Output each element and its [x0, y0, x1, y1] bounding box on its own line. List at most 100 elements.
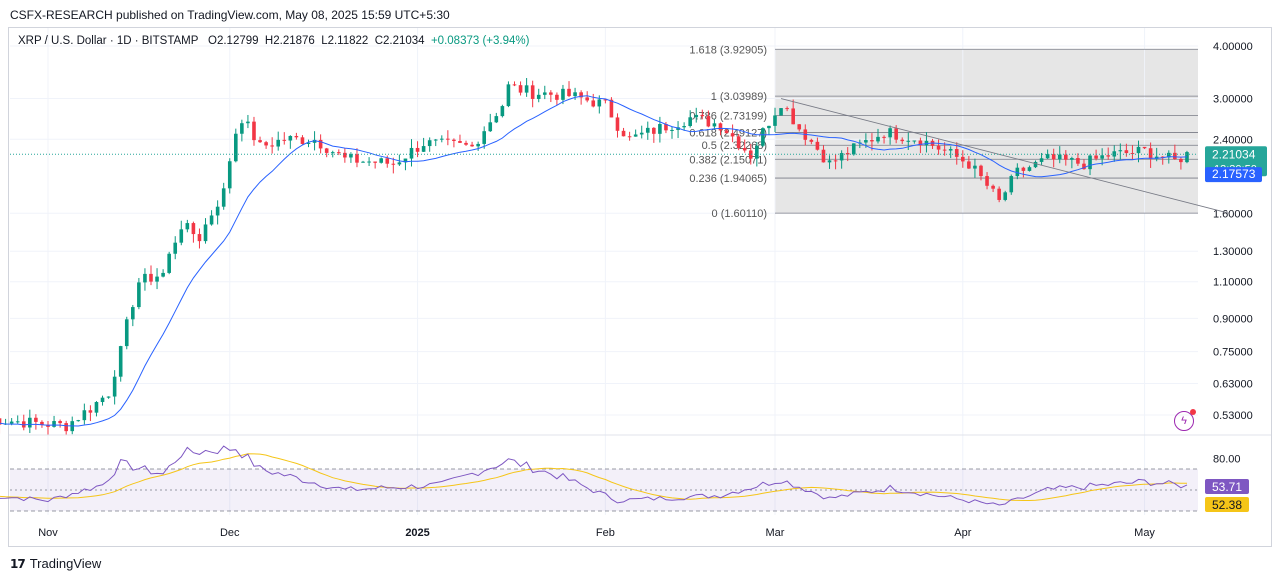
x-tick-label: 2025: [405, 527, 429, 539]
candle-body: [706, 116, 711, 127]
candle-body: [1015, 167, 1020, 177]
y-tick-label: 1.10000: [1213, 277, 1253, 289]
candle-body: [1136, 146, 1141, 154]
candle-body: [621, 130, 626, 137]
candle-body: [682, 126, 686, 128]
candle-body: [912, 140, 917, 142]
candle-body: [664, 124, 668, 131]
fib-label: 0.786 (2.73199): [689, 111, 767, 123]
candle-body: [742, 147, 747, 151]
candle-body: [1082, 163, 1086, 170]
candle-body: [397, 162, 402, 165]
candle-body: [246, 121, 250, 124]
candle-body: [718, 123, 723, 131]
candle-body: [694, 114, 699, 118]
candle-body: [864, 140, 868, 143]
candle-body: [312, 139, 317, 143]
y-tick-label: 0.75000: [1213, 347, 1253, 359]
candle-body: [46, 424, 50, 427]
candle-body: [603, 99, 608, 101]
legend-high: H2.21876: [264, 35, 315, 47]
candle-body: [785, 108, 789, 110]
candle-body: [524, 85, 529, 93]
candle-body: [421, 146, 426, 152]
candle-body: [961, 156, 965, 162]
candle-body: [767, 125, 771, 129]
legend-low: L2.11822: [321, 35, 369, 47]
candle-body: [161, 272, 165, 277]
candle-body: [997, 188, 1001, 200]
candle-body: [530, 85, 535, 99]
fib-zone: [775, 49, 1198, 214]
candle-body: [1033, 161, 1038, 168]
candle-body: [0, 418, 2, 425]
candle-body: [137, 282, 141, 308]
symbol-legend: XRP / U.S. Dollar · 1D · BITSTAMP O2.127…: [18, 35, 529, 47]
candle-body: [639, 132, 644, 135]
candle-body: [518, 85, 523, 93]
candle-body: [597, 99, 602, 107]
candle-body: [851, 143, 856, 155]
legend-change: +0.08373 (+3.94%): [430, 35, 530, 47]
candle-body: [645, 127, 650, 133]
x-tick-label: Mar: [766, 527, 785, 539]
fib-label: 0.382 (2.15071): [689, 154, 767, 166]
candle-body: [343, 152, 347, 158]
candle-body: [240, 123, 244, 134]
candle-body: [227, 161, 232, 189]
candle-body: [676, 127, 680, 130]
candle-body: [730, 133, 735, 137]
candle-body: [979, 165, 983, 177]
fib-label: 1.618 (3.92905): [689, 44, 767, 56]
candle-body: [349, 154, 353, 158]
candle-body: [797, 124, 802, 130]
candle-body: [748, 150, 753, 159]
fib-label: 0.618 (2.49127): [689, 127, 767, 139]
candle-body: [385, 158, 390, 164]
publisher-note: CSFX-RESEARCH published on TradingView.c…: [10, 8, 450, 22]
symbol-title: XRP / U.S. Dollar · 1D · BITSTAMP: [18, 35, 199, 47]
chart-frame: [8, 27, 1272, 547]
rsi-band: [10, 469, 1198, 511]
candle-body: [942, 149, 947, 151]
candle-body: [300, 137, 305, 144]
candle-body: [215, 206, 220, 216]
candle-body: [1148, 148, 1153, 159]
candle-body: [100, 397, 105, 403]
candle-body: [633, 134, 638, 137]
candle-body: [155, 276, 159, 282]
candle-body: [15, 421, 20, 423]
candle-body: [318, 139, 323, 149]
candle-body: [276, 139, 281, 147]
footer-brand[interactable]: 17 TradingView: [10, 556, 101, 571]
candle-body: [203, 224, 208, 242]
candle-body: [906, 140, 911, 142]
candle-body: [839, 153, 844, 161]
candle-body: [76, 420, 81, 422]
candle-body: [452, 139, 456, 141]
rsi-line: [0, 445, 1188, 506]
candle-body: [948, 148, 953, 151]
lightning-icon[interactable]: ϟ: [1174, 409, 1196, 431]
candle-body: [1130, 153, 1135, 155]
candle-body: [64, 423, 68, 432]
candle-body: [488, 122, 493, 132]
candle-body: [106, 396, 111, 398]
legend-close: C2.21034: [374, 35, 425, 47]
candle-body: [724, 130, 729, 134]
candle-body: [1094, 155, 1098, 159]
y-tick-label: 0.63000: [1213, 378, 1253, 390]
candle-body: [415, 147, 420, 152]
candle-body: [167, 253, 171, 273]
candle-body: [330, 152, 335, 154]
candle-body: [1039, 158, 1044, 162]
x-tick-label: Apr: [954, 527, 971, 539]
candle-body: [252, 121, 256, 141]
candle-body: [609, 99, 614, 118]
candle-body: [627, 136, 632, 138]
rsi-value-label: 53.71: [1212, 480, 1242, 494]
candle-body: [561, 88, 565, 100]
candle-body: [409, 147, 414, 159]
legend-open: O2.12799: [208, 35, 259, 47]
